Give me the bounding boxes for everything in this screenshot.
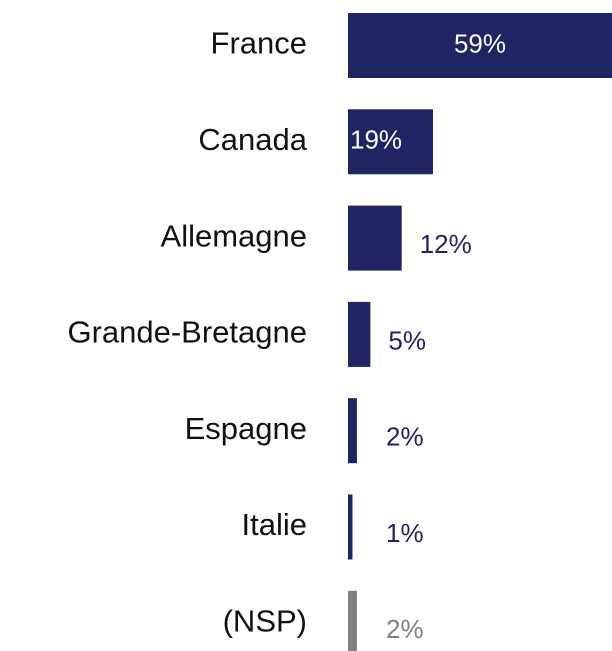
value-label: 5% [388,325,426,355]
category-label: (NSP) [223,603,307,638]
bar [348,590,357,651]
bar [348,109,434,175]
bar [348,301,371,367]
category-label: Allemagne [161,218,307,253]
category-label: Grande-Bretagne [67,315,307,350]
category-label: Espagne [185,411,307,446]
value-label: 2% [386,614,424,644]
value-label: 59% [454,28,506,58]
bar [348,13,612,78]
category-label: Canada [198,122,307,157]
value-label: 19% [350,125,402,155]
bar [348,205,402,271]
bar [348,494,353,560]
bar [348,398,357,464]
value-label: 12% [420,229,472,259]
value-label: 2% [386,422,424,452]
category-label: Italie [242,507,307,542]
category-label: France [211,26,307,61]
value-label: 1% [386,518,424,548]
